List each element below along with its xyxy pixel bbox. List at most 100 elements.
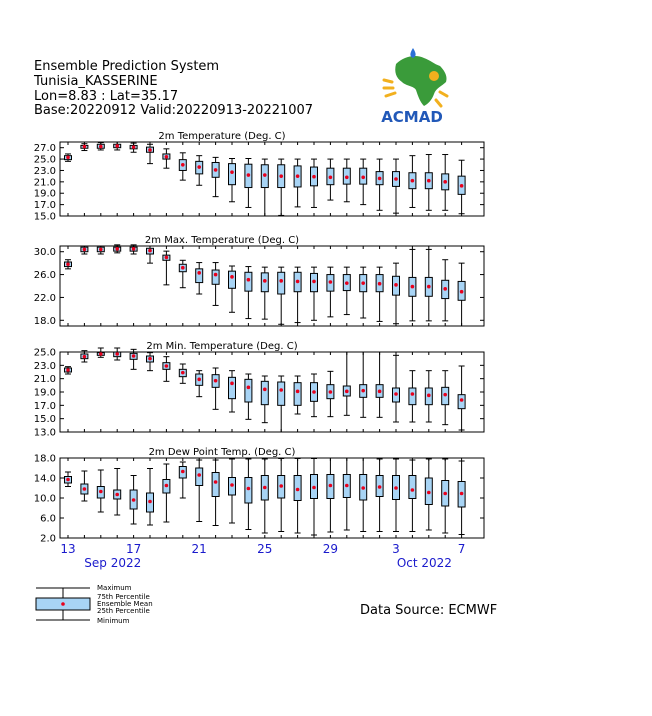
panel-title: 2m Temperature (Deg. C) (158, 131, 285, 142)
box-day-23 (424, 248, 433, 322)
mean-dot (345, 483, 349, 488)
box-day-10 (211, 459, 220, 526)
mean-dot (82, 487, 87, 491)
legend-mean-dot (61, 602, 65, 606)
box-day-3 (96, 469, 105, 513)
box-day-22 (408, 459, 417, 532)
x-day-label: 3 (392, 542, 400, 556)
box-day-11 (228, 265, 236, 313)
box-day-2 (80, 470, 89, 502)
y-tick-label: 13.0 (34, 428, 56, 439)
mean-dot (181, 265, 185, 270)
box-day-15 (293, 458, 302, 534)
box-day-5 (129, 142, 138, 153)
y-tick-label: 17.0 (34, 200, 56, 211)
box-day-11 (228, 458, 236, 524)
box-day-14 (277, 375, 286, 433)
box-day-21 (392, 354, 400, 423)
box-day-6 (146, 143, 154, 165)
mean-dot (295, 279, 300, 284)
mean-dot (115, 247, 119, 251)
mean-dot (377, 389, 382, 394)
y-tick-label: 26.0 (34, 270, 56, 281)
mean-dot (312, 485, 316, 490)
y-tick-label: 19.0 (34, 189, 56, 200)
mean-dot (131, 354, 136, 358)
mean-dot (263, 173, 267, 177)
y-tick-label: 18.0 (34, 316, 56, 327)
y-tick-label: 23.0 (34, 166, 56, 177)
y-tick-label: 25.0 (34, 348, 56, 359)
mean-dot (443, 287, 448, 291)
mean-dot (394, 177, 398, 181)
box-day-25 (457, 262, 466, 327)
mean-dot (394, 283, 398, 287)
panel-title: 2m Min. Temperature (Deg. C) (146, 341, 297, 352)
box-day-21 (392, 262, 400, 325)
mean-dot (312, 174, 316, 179)
mean-dot (328, 483, 333, 488)
mean-dot (148, 499, 152, 504)
box-day-13 (260, 458, 269, 534)
mean-dot (197, 271, 201, 275)
iqr-box (228, 376, 236, 400)
box-day-3 (96, 347, 105, 358)
header-location: Tunisia_KASSERINE (34, 74, 158, 89)
box-day-19 (359, 266, 368, 319)
box-day-9 (195, 370, 204, 398)
mean-dot (164, 483, 169, 488)
box-day-19 (359, 158, 368, 206)
mean-dot (99, 144, 103, 149)
acmad-logo: ACMAD (381, 48, 449, 126)
mean-dot (328, 390, 333, 394)
box-day-16 (310, 158, 318, 208)
mean-dot (459, 398, 464, 402)
mean-dot (295, 389, 300, 394)
y-tick-label: 2.0 (40, 534, 56, 545)
y-tick-label: 22.0 (34, 293, 56, 304)
mean-dot (345, 175, 349, 180)
box-day-18 (342, 351, 351, 416)
mean-dot (427, 284, 431, 289)
box-day-2 (80, 245, 89, 255)
box-day-10 (211, 156, 220, 198)
x-axis-labels: 13 17 21 25 29 3 7 Sep 2022 Oct 2022 (60, 542, 465, 570)
box-day-7 (162, 356, 171, 382)
iqr-box (211, 269, 220, 285)
box-day-8 (178, 363, 187, 384)
box-day-1 (64, 259, 72, 270)
mean-dot (246, 277, 251, 282)
box-day-16 (310, 458, 318, 536)
box-day-3 (96, 142, 105, 151)
mean-dot (99, 352, 103, 356)
mean-dot (312, 279, 316, 284)
panel-frame (59, 245, 485, 327)
box-day-18 (342, 457, 351, 531)
box-day-18 (342, 158, 351, 203)
mean-dot (312, 390, 316, 394)
mean-dot (230, 275, 234, 279)
box-day-17 (326, 158, 335, 201)
box-day-20 (375, 458, 384, 532)
iqr-box (195, 268, 204, 284)
mean-dot (410, 178, 415, 183)
panel-4: 2m Dew Point Temp. (Deg. C) 18.0 14.0 10.0 6… (34, 447, 485, 545)
logo-sun-icon (429, 71, 439, 81)
box-day-5 (129, 475, 138, 525)
mean-dot (164, 255, 169, 260)
y-tick-label: 21.0 (34, 177, 56, 188)
y-tick-label: 19.0 (34, 388, 56, 399)
box-day-25 (457, 460, 466, 535)
legend: Maximum 75th Percentile Ensemble Mean 25… (35, 584, 153, 625)
y-tick-label: 18.0 (34, 454, 56, 465)
mean-dot (230, 170, 234, 174)
x-day-label: 17 (126, 542, 141, 556)
box-day-9 (195, 262, 204, 295)
mean-dot (328, 280, 333, 284)
box-day-14 (277, 458, 286, 532)
box-day-24 (441, 370, 450, 426)
iqr-box (277, 271, 286, 295)
box-day-17 (326, 457, 335, 533)
mean-dot (377, 281, 382, 286)
box-day-20 (375, 266, 384, 322)
